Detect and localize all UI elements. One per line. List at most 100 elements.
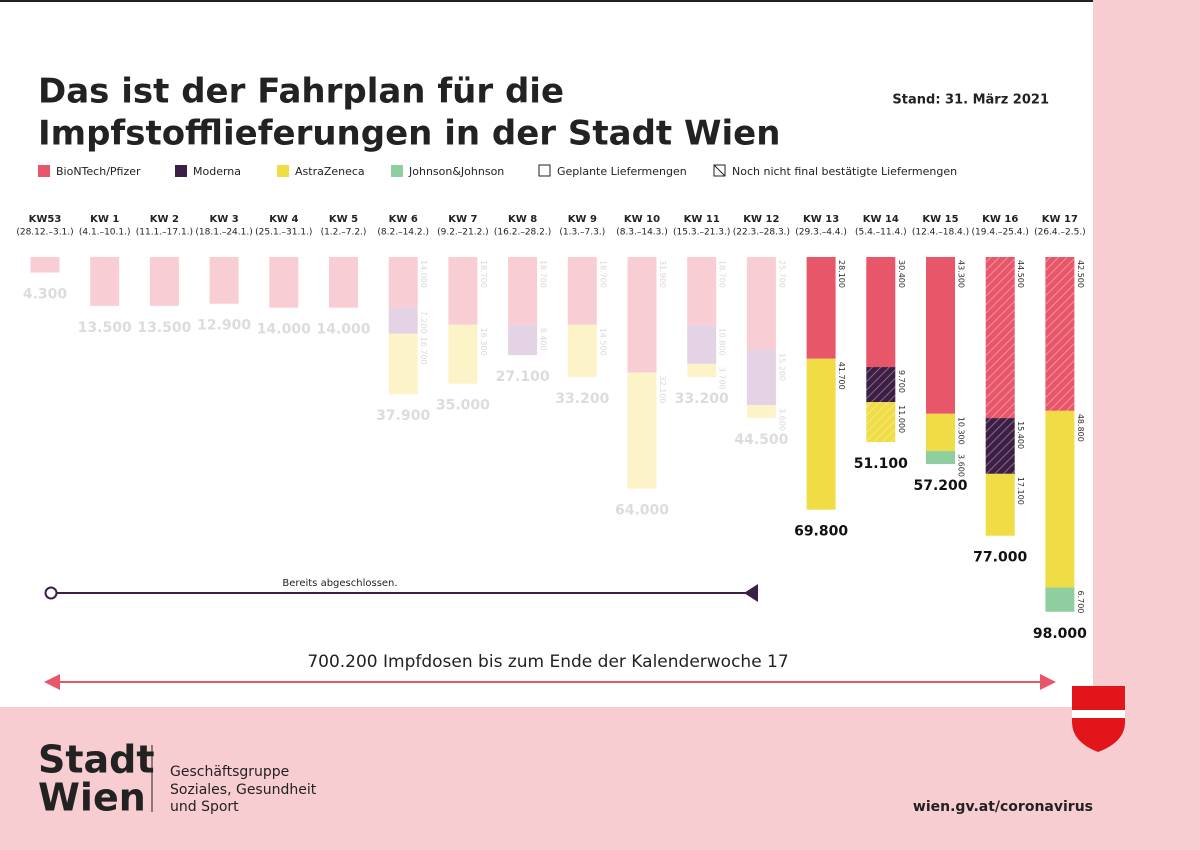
x-tick-label: KW 4 bbox=[269, 214, 298, 225]
x-tick-label: KW 12 bbox=[743, 214, 779, 225]
bar-segment bbox=[746, 405, 776, 419]
summary: 700.200 Impfdosen bis zum Ende der Kalen… bbox=[307, 652, 788, 672]
total-label: 77.000 bbox=[973, 550, 1027, 566]
bar-segment bbox=[1045, 587, 1075, 612]
x-tick-date: (25.1.–31.1.) bbox=[255, 228, 312, 238]
segment-label: 9.700 bbox=[897, 370, 906, 393]
date-note: Stand: 31. März 2021 bbox=[892, 93, 1049, 108]
x-tick-label: KW 11 bbox=[684, 214, 720, 225]
segment-label: 32.100 bbox=[658, 375, 667, 403]
total-label: 14.000 bbox=[257, 322, 311, 338]
bar-segment bbox=[567, 257, 597, 325]
x-tick-date: (15.3.–21.3.) bbox=[673, 228, 730, 238]
segment-label: 41.700 bbox=[837, 362, 846, 390]
bar-hatch bbox=[866, 367, 896, 403]
department: Geschäftsgruppe bbox=[170, 764, 289, 780]
segment-label: 15.400 bbox=[1016, 421, 1025, 449]
segment-label: 25.700 bbox=[777, 260, 786, 288]
bar-segment bbox=[1045, 410, 1075, 588]
x-tick-label: KW 7 bbox=[448, 214, 477, 225]
bar-segment bbox=[746, 257, 776, 351]
logo-text: Wien bbox=[38, 776, 146, 820]
x-tick-label: KW 1 bbox=[90, 214, 119, 225]
total-label: 51.100 bbox=[854, 456, 908, 472]
segment-label: 3.600 bbox=[777, 408, 786, 431]
x-tick-date: (4.1.–10.1.) bbox=[79, 228, 131, 238]
segment-label: 14.000 bbox=[419, 260, 428, 288]
x-tick-date: (8.2.–14.2.) bbox=[377, 228, 429, 238]
total-label: 14.000 bbox=[316, 322, 370, 338]
legend-hatch bbox=[713, 164, 726, 177]
bar-segment bbox=[30, 257, 60, 273]
x-tick-date: (29.3.–4.4.) bbox=[795, 228, 847, 238]
legend-label: AstraZeneca bbox=[295, 165, 365, 178]
x-tick-date: (19.4.–25.4.) bbox=[972, 228, 1029, 238]
bar-hatch bbox=[866, 402, 896, 442]
total-label: 33.200 bbox=[555, 391, 609, 407]
segment-label: 18.700 bbox=[539, 260, 548, 288]
footer-band bbox=[0, 707, 1200, 850]
x-tick-date: (1.3.–7.3.) bbox=[559, 228, 605, 238]
bar-segment bbox=[926, 451, 955, 465]
segment-label: 16.700 bbox=[419, 337, 428, 365]
total-label: 35.000 bbox=[436, 398, 490, 414]
bar-segment bbox=[448, 324, 478, 384]
x-tick-date: (8.3.–14.3.) bbox=[616, 228, 668, 238]
segment-label: 43.300 bbox=[957, 260, 966, 288]
completed-start bbox=[44, 586, 58, 600]
legend-label: BioNTech/Pfizer bbox=[56, 165, 141, 178]
bar-segment bbox=[687, 324, 717, 364]
total-label: 12.900 bbox=[197, 318, 251, 334]
bar-segment bbox=[926, 413, 955, 452]
x-tick-label: KW 14 bbox=[863, 214, 899, 225]
title-line: Impfstofflieferungen in der Stadt Wien bbox=[38, 114, 780, 154]
total-label: 4.300 bbox=[23, 287, 68, 303]
segment-label: 6.700 bbox=[1076, 591, 1085, 614]
bar-segment bbox=[209, 257, 239, 304]
segment-label: 10.300 bbox=[957, 417, 966, 445]
legend-swatch bbox=[277, 165, 289, 177]
legend-swatch bbox=[175, 165, 187, 177]
x-tick-label: KW 5 bbox=[329, 214, 358, 225]
segment-label: 16.300 bbox=[479, 328, 488, 356]
bar-segment bbox=[627, 257, 657, 373]
legend-label: Noch nicht final bestätigte Liefermengen bbox=[732, 165, 957, 178]
segment-label: 3.700 bbox=[718, 367, 727, 390]
bar-hatch bbox=[1045, 257, 1075, 411]
legend-swatch bbox=[391, 165, 403, 177]
x-tick-date: (12.4.–18.4.) bbox=[912, 228, 969, 238]
total-label: 64.000 bbox=[615, 503, 669, 519]
segment-label: 18.700 bbox=[718, 260, 727, 288]
department: Soziales, Gesundheit bbox=[170, 782, 317, 798]
completed-end bbox=[744, 584, 758, 602]
segment-label: 7.200 bbox=[419, 311, 428, 334]
legend-swatch bbox=[538, 164, 551, 177]
bar-segment bbox=[508, 257, 538, 325]
segment-label: 18.700 bbox=[598, 260, 607, 288]
total-label: 33.200 bbox=[675, 391, 729, 407]
bar-segment bbox=[149, 257, 179, 306]
x-tick-label: KW 6 bbox=[389, 214, 418, 225]
segment-label: 17.100 bbox=[1016, 477, 1025, 505]
bar-segment bbox=[90, 257, 120, 306]
bar-segment bbox=[329, 257, 358, 308]
x-tick-label: KW53 bbox=[29, 214, 62, 225]
bar-segment bbox=[388, 307, 418, 334]
x-tick-date: (18.1.–24.1.) bbox=[195, 228, 252, 238]
x-tick-label: KW 10 bbox=[624, 214, 660, 225]
legend-label: Johnson&Johnson bbox=[408, 165, 504, 178]
total-label: 13.500 bbox=[137, 320, 191, 336]
bar-segment bbox=[926, 257, 955, 414]
x-tick-date: (11.1.–17.1.) bbox=[136, 228, 193, 238]
bar-hatch bbox=[985, 418, 1015, 474]
segment-label: 42.500 bbox=[1076, 260, 1085, 288]
x-tick-label: KW 15 bbox=[922, 214, 958, 225]
x-tick-label: KW 9 bbox=[568, 214, 597, 225]
bar-segment bbox=[806, 257, 836, 359]
legend-swatch bbox=[38, 165, 50, 177]
bar-segment bbox=[687, 363, 717, 378]
total-label: 37.900 bbox=[376, 408, 430, 424]
segment-label: 3.600 bbox=[957, 454, 966, 477]
vienna-shield bbox=[1072, 686, 1125, 752]
